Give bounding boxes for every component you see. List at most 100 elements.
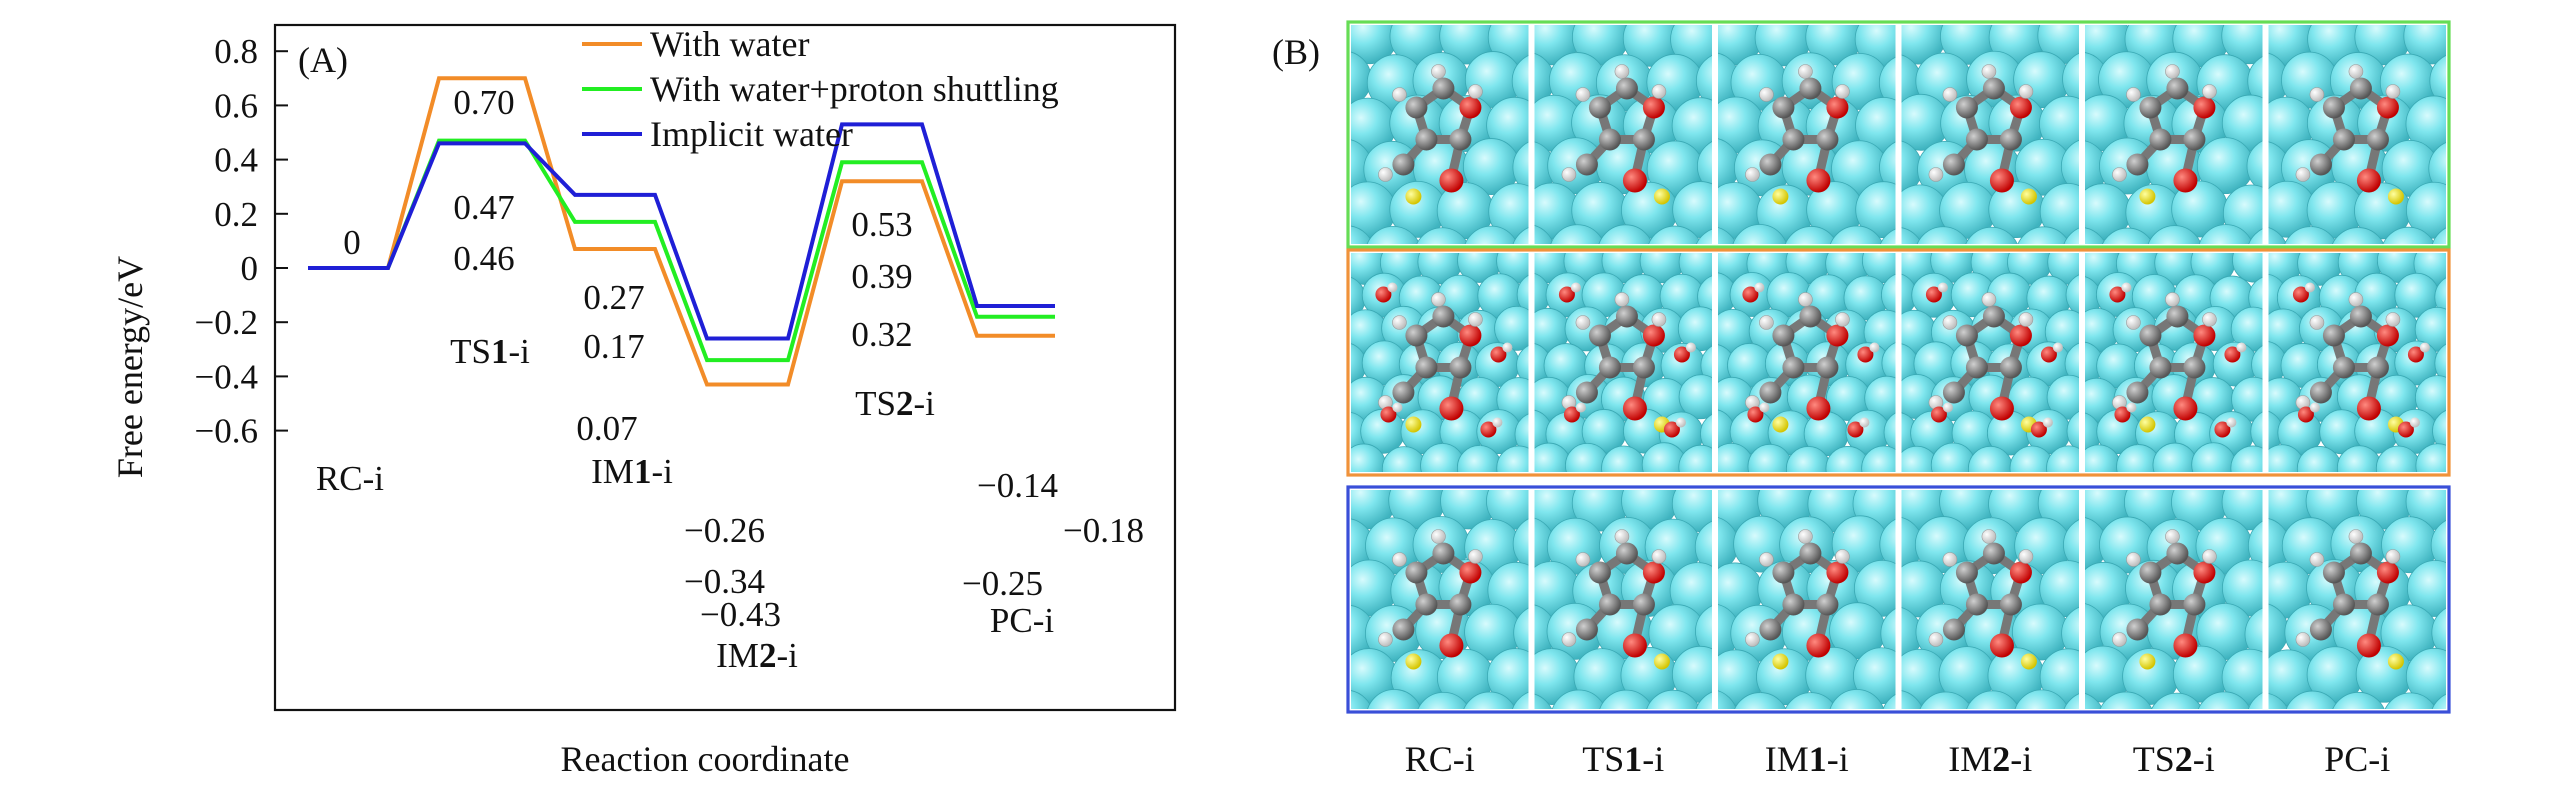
surface-atom bbox=[2062, 0, 2118, 22]
hydrogen-atom bbox=[1575, 552, 1591, 567]
oxygen-atom bbox=[1439, 633, 1464, 658]
y-tick-label: −0.2 bbox=[195, 303, 259, 342]
water-hydrogen bbox=[1492, 417, 1503, 428]
surface-atom bbox=[2222, 559, 2263, 617]
surface-atom bbox=[1830, 0, 1886, 21]
carbon-atom bbox=[2309, 153, 2332, 176]
adsorbed-hydrogen bbox=[1772, 653, 1789, 670]
water-hydrogen bbox=[1387, 282, 1398, 293]
oxygen-atom bbox=[1642, 561, 1665, 584]
surface-atom bbox=[1551, 689, 1606, 709]
structure-cell bbox=[1718, 0, 1896, 244]
x-axis-label: Reaction coordinate bbox=[561, 739, 850, 779]
column-label-pre: RC-i bbox=[1405, 739, 1475, 779]
carbon-atom bbox=[1632, 593, 1655, 616]
structure-cell bbox=[1901, 253, 2079, 472]
surface-atom bbox=[1718, 690, 1737, 709]
legend: With water With water+proton shuttling Imp… bbox=[582, 24, 1059, 154]
hydrogen-atom bbox=[2018, 84, 2034, 99]
surface-atom bbox=[2384, 692, 2437, 709]
oxygen-atom bbox=[1622, 168, 1647, 193]
hydrogen-atom bbox=[2348, 292, 2364, 307]
surface-atom bbox=[2244, 607, 2263, 661]
surface-atom bbox=[2247, 0, 2303, 22]
hydrogen-atom bbox=[1561, 632, 1577, 647]
structure-cell bbox=[2268, 253, 2446, 472]
water-oxygen bbox=[1673, 346, 1690, 363]
water-oxygen bbox=[2114, 406, 2131, 423]
carbon-atom bbox=[1816, 356, 1839, 379]
water-hydrogen bbox=[1937, 282, 1948, 293]
surface-atom bbox=[1866, 0, 1922, 23]
surface-atom bbox=[1417, 691, 1470, 709]
column-label-bold: 1 bbox=[1809, 739, 1827, 779]
surface-atom bbox=[2197, 691, 2251, 709]
carbon-atom bbox=[2183, 356, 2206, 379]
y-axis: −0.6 −0.4 −0.2 0 0.2 0.4 0.6 0.8 bbox=[195, 32, 288, 451]
oxygen-atom bbox=[2376, 96, 2399, 119]
surface-atom bbox=[1456, 445, 1502, 472]
oxygen-atom bbox=[2193, 561, 2216, 584]
oxygen-atom bbox=[2173, 633, 2198, 658]
water-hydrogen bbox=[1575, 402, 1586, 413]
carbon-atom bbox=[1782, 128, 1805, 151]
state-label-post: -i bbox=[913, 384, 935, 423]
state-label: RC-i bbox=[316, 459, 384, 498]
surface-atom bbox=[1901, 690, 1923, 709]
surface-atom bbox=[1550, 224, 1605, 244]
surface-atom bbox=[1294, 647, 1350, 703]
surface-atom bbox=[2432, 410, 2446, 452]
carbon-atom bbox=[1999, 593, 2022, 616]
hydrogen-atom bbox=[1745, 167, 1760, 182]
hydrogen-atom bbox=[2018, 312, 2034, 327]
carbon-atom bbox=[1588, 324, 1611, 347]
hydrogen-atom bbox=[1614, 529, 1630, 544]
state-label-pre: RC-i bbox=[316, 459, 384, 498]
surface-atom bbox=[1649, 0, 1705, 23]
surface-atom bbox=[1919, 691, 1973, 709]
state-label-pre: TS bbox=[450, 332, 491, 371]
hydrogen-atom bbox=[1835, 84, 1850, 99]
carbon-atom bbox=[1615, 542, 1638, 565]
oxygen-atom bbox=[1826, 324, 1849, 347]
hydrogen-atom bbox=[2202, 84, 2217, 99]
carbon-atom bbox=[1955, 96, 1978, 119]
water-oxygen bbox=[2214, 421, 2231, 438]
state-label-bold: 1 bbox=[634, 452, 652, 491]
surface-atom bbox=[2431, 693, 2446, 709]
water-oxygen bbox=[1480, 421, 1497, 438]
surface-atom bbox=[1599, 0, 1655, 24]
hydrogen-atom bbox=[1981, 292, 1997, 307]
carbon-atom bbox=[2322, 561, 2345, 584]
hydrogen-atom bbox=[1798, 292, 1813, 307]
carbon-atom bbox=[1449, 356, 1472, 379]
carbon-atom bbox=[2126, 153, 2149, 176]
hydrogen-atom bbox=[1759, 552, 1774, 567]
carbon-atom bbox=[2126, 618, 2149, 641]
surface-atom bbox=[1306, 376, 1350, 420]
surface-atom bbox=[1512, 518, 1529, 570]
water-oxygen bbox=[1742, 286, 1759, 303]
carbon-atom bbox=[1575, 153, 1598, 176]
carbon-atom bbox=[1759, 153, 1782, 176]
carbon-atom bbox=[1816, 593, 1839, 616]
oxygen-atom bbox=[2009, 324, 2032, 347]
carbon-atom bbox=[1615, 77, 1638, 100]
surface-atom bbox=[1879, 518, 1896, 570]
surface-atom bbox=[2065, 274, 2079, 316]
hydrogen-atom bbox=[1942, 315, 1958, 330]
hydrogen-atom bbox=[2165, 292, 2180, 307]
hydrogen-atom bbox=[2165, 529, 2180, 544]
carbon-atom bbox=[1782, 593, 1805, 616]
surface-atom bbox=[1853, 560, 1896, 617]
surface-atom bbox=[1734, 692, 1787, 709]
carbon-atom bbox=[1799, 305, 1822, 328]
hydrogen-atom bbox=[1942, 552, 1958, 567]
surface-atom bbox=[1516, 274, 1529, 315]
surface-atom bbox=[1747, 443, 1793, 472]
surface-atom bbox=[2248, 692, 2263, 709]
surface-atom bbox=[1879, 141, 1896, 194]
surface-atom bbox=[1293, 95, 1349, 151]
surface-atom bbox=[2051, 0, 2107, 22]
